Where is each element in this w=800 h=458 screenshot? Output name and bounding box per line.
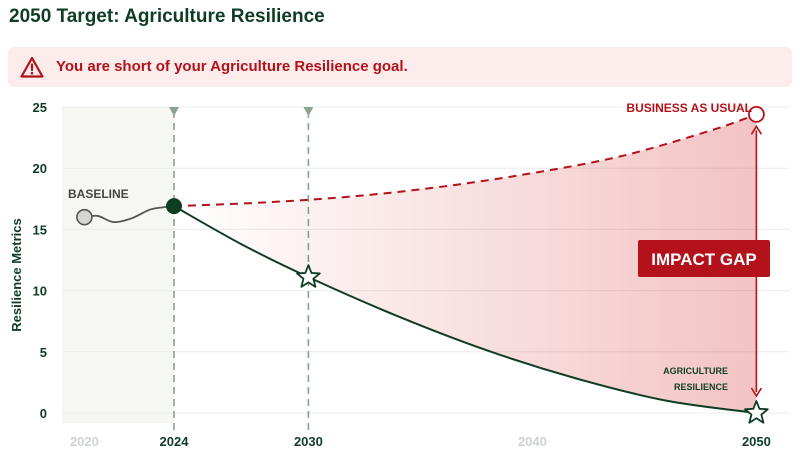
agriculture-resilience-label-line2: RESILIENCE [674,382,728,392]
impact-gap-area [174,114,757,414]
impact-gap-badge: IMPACT GAP [638,240,770,277]
page-title: 2050 Target: Agriculture Resilience [9,6,325,27]
y-axis-label: Resilience Metrics [9,218,24,331]
target-star-marker [296,264,321,288]
x-axis-ticks: 2020 2024 2030 2040 2050 [70,434,771,449]
business-as-usual-endpoint-marker [748,105,765,123]
target-star-marker [744,400,769,424]
milestone-triangle [169,107,179,116]
y-tick-label: 0 [40,406,47,421]
business-as-usual-label: BUSINESS AS USUAL [626,101,752,115]
y-tick-label: 15 [33,222,47,237]
x-tick-label: 2020 [70,434,99,449]
impact-gap-label: IMPACT GAP [651,250,756,269]
point-markers [76,105,769,424]
x-tick-label: 2024 [160,434,190,449]
current-point-marker [166,198,182,215]
x-tick-label: 2050 [742,434,771,449]
y-tick-label: 20 [33,161,47,176]
y-tick-label: 25 [33,100,47,115]
y-axis-ticks: 0 5 10 15 20 25 [33,100,47,421]
alert-message: You are short of your Agriculture Resili… [56,58,408,75]
milestone-triangle [303,107,314,116]
baseline-label: BASELINE [68,187,129,201]
y-tick-label: 5 [40,345,47,360]
agriculture-resilience-label-line1: AGRICULTURE [663,366,728,376]
baseline-period-shade [62,107,174,423]
baseline-line [84,205,175,223]
impact-gap-arrow-head-down [750,387,763,398]
agriculture-resilience-line [173,205,757,414]
warning-triangle-icon [20,56,44,78]
impact-gap-arrow-head-up [750,124,763,135]
baseline-start-marker [76,208,93,226]
alert-banner: You are short of your Agriculture Resili… [8,47,792,87]
x-tick-label: 2040 [518,434,547,449]
business-as-usual-line [173,113,757,208]
x-tick-label: 2030 [294,434,323,449]
series-lines [84,113,757,414]
impact-gap-badge-bg [638,240,770,277]
y-tick-label: 10 [33,284,47,299]
